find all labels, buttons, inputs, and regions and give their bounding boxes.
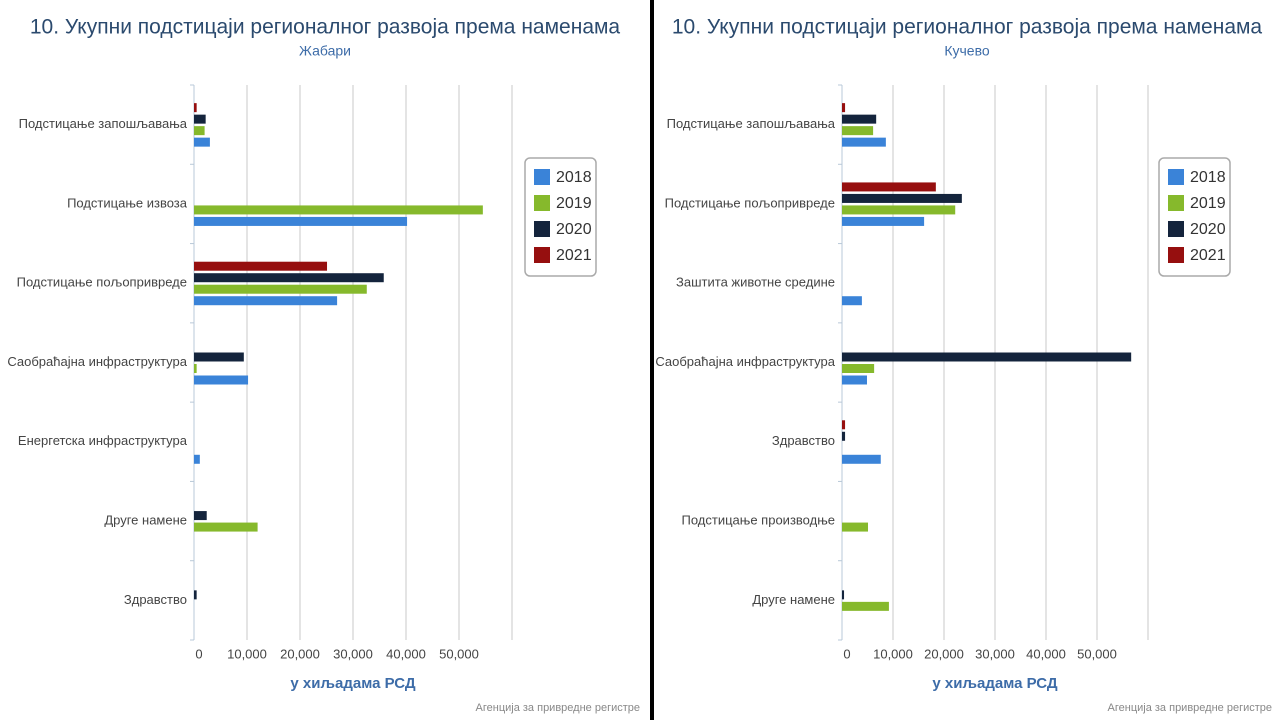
x-tick-label: 0 bbox=[843, 646, 850, 661]
legend-label: 2019 bbox=[556, 195, 592, 212]
x-axis-title: у хиљадама РСД bbox=[932, 675, 1057, 692]
bar bbox=[842, 364, 875, 373]
x-tick-label: 30,000 bbox=[975, 646, 1015, 661]
y-tick-label: Подстицање запошљавања bbox=[667, 116, 836, 131]
legend-box bbox=[524, 157, 597, 277]
bar bbox=[194, 284, 367, 294]
bar bbox=[194, 522, 258, 532]
bar bbox=[194, 205, 483, 215]
bar bbox=[842, 126, 874, 136]
bar bbox=[194, 454, 200, 464]
legend-swatch bbox=[534, 169, 550, 185]
x-tick-label: 20,000 bbox=[924, 646, 964, 661]
bar bbox=[194, 114, 206, 124]
legend-label: 2021 bbox=[1190, 247, 1226, 264]
bar bbox=[842, 193, 962, 203]
y-tick-label: Заштита животне средине bbox=[676, 275, 835, 290]
chart-title: 10. Укупни подстицаји регионалног развој… bbox=[672, 16, 1263, 39]
y-tick-label: Енергетска инфраструктура bbox=[18, 433, 188, 448]
x-tick-label: 40,000 bbox=[386, 646, 426, 661]
legend-label: 2018 bbox=[556, 169, 592, 186]
legend-label: 2020 bbox=[1190, 221, 1226, 238]
bar bbox=[194, 352, 244, 362]
legend-swatch bbox=[534, 221, 550, 237]
bar bbox=[194, 511, 207, 521]
bar bbox=[842, 137, 886, 147]
bar bbox=[842, 216, 925, 226]
x-tick-label: 20,000 bbox=[280, 646, 320, 661]
bar bbox=[842, 103, 846, 113]
y-tick-label: Подстицање пољопривреде bbox=[665, 195, 835, 210]
bar bbox=[842, 352, 1132, 362]
x-axis-title: у хиљадама РСД bbox=[290, 675, 415, 692]
bar bbox=[194, 296, 338, 306]
legend-box bbox=[1158, 157, 1231, 277]
bar bbox=[842, 522, 869, 532]
bar bbox=[842, 114, 877, 124]
x-tick-label: 10,000 bbox=[227, 646, 267, 661]
divider bbox=[650, 0, 654, 720]
x-tick-label: 50,000 bbox=[1077, 646, 1117, 661]
bar bbox=[194, 273, 384, 283]
bar bbox=[194, 103, 197, 113]
legend-swatch bbox=[1168, 195, 1184, 211]
y-tick-label: Саобраћајна инфраструктура bbox=[7, 354, 187, 369]
legend-swatch bbox=[1168, 247, 1184, 263]
chart-subtitle: Жабари bbox=[299, 43, 351, 59]
x-tick-label: 50,000 bbox=[439, 646, 479, 661]
chart-title: 10. Укупни подстицаји регионалног развој… bbox=[30, 16, 621, 39]
bar bbox=[194, 590, 197, 600]
bar bbox=[842, 454, 881, 464]
bar bbox=[194, 364, 197, 373]
bar bbox=[842, 420, 846, 430]
legend-swatch bbox=[534, 247, 550, 263]
bar bbox=[842, 296, 862, 306]
x-tick-label: 0 bbox=[195, 646, 202, 661]
bar bbox=[842, 601, 889, 611]
x-tick-label: 10,000 bbox=[873, 646, 913, 661]
bar bbox=[842, 182, 936, 192]
y-tick-label: Подстицање пољопривреде bbox=[17, 275, 187, 290]
legend-swatch bbox=[1168, 221, 1184, 237]
source: Агенција за привредне регистре bbox=[1108, 702, 1272, 714]
y-tick-label: Подстицање производње bbox=[682, 513, 835, 528]
bar bbox=[194, 261, 328, 271]
bar bbox=[194, 216, 408, 226]
y-tick-label: Подстицање извоза bbox=[67, 195, 188, 210]
legend-swatch bbox=[1168, 169, 1184, 185]
chart-subtitle: Кучево bbox=[944, 43, 990, 59]
bar bbox=[842, 590, 845, 600]
bar bbox=[842, 431, 846, 441]
legend-label: 2021 bbox=[556, 247, 592, 264]
bar bbox=[194, 137, 210, 147]
legend-label: 2018 bbox=[1190, 169, 1226, 186]
x-tick-label: 40,000 bbox=[1026, 646, 1066, 661]
y-tick-label: Друге намене bbox=[752, 592, 835, 607]
y-tick-label: Здравство bbox=[124, 592, 187, 607]
bar bbox=[842, 205, 956, 215]
legend-label: 2019 bbox=[1190, 195, 1226, 212]
legend-label: 2020 bbox=[556, 221, 592, 238]
bar bbox=[194, 375, 249, 385]
bar bbox=[842, 375, 867, 385]
y-tick-label: Саобраћајна инфраструктура bbox=[655, 354, 835, 369]
legend-swatch bbox=[534, 195, 550, 211]
y-tick-label: Друге намене bbox=[104, 513, 187, 528]
y-tick-label: Подстицање запошљавања bbox=[19, 116, 188, 131]
bar bbox=[194, 126, 205, 136]
y-tick-label: Здравство bbox=[772, 433, 835, 448]
x-tick-label: 30,000 bbox=[333, 646, 373, 661]
source: Агенција за привредне регистре bbox=[476, 702, 640, 714]
